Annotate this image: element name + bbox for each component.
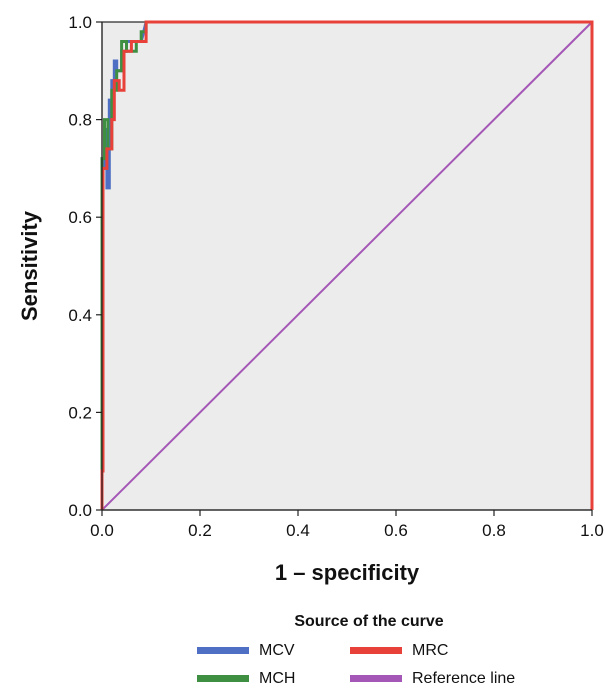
- x-tick-label: 0.2: [188, 521, 212, 540]
- axes-group: [101, 22, 592, 511]
- y-tick-label: 0.6: [68, 208, 92, 227]
- y-tick-label: 0.0: [68, 501, 92, 520]
- legend-label-mch: MCH: [259, 670, 295, 687]
- legend-title: Source of the curve: [294, 613, 443, 630]
- y-axis-title: Sensitivity: [17, 210, 42, 321]
- legend-swatch-mch: [197, 675, 249, 682]
- series-line-reference-line: [101, 21, 593, 511]
- series-line-mrc: [100, 20, 594, 510]
- x-tick-label: 0.8: [482, 521, 506, 540]
- legend-label-mcv: MCV: [259, 642, 295, 659]
- x-tick-label: 0.4: [286, 521, 310, 540]
- x-tick-label: 0.6: [384, 521, 408, 540]
- legend-swatch-reference-line: [350, 675, 402, 682]
- legend-label-reference-line: Reference line: [412, 670, 515, 687]
- legend-swatch-mrc: [350, 647, 402, 654]
- legend-label-mrc: MRC: [412, 642, 448, 659]
- x-ticks: 0.0 0.2 0.4 0.6 0.8 1.0: [90, 510, 604, 540]
- x-tick-label: 0.0: [90, 521, 114, 540]
- y-ticks: 0.0 0.2 0.4 0.6 0.8 1.0: [68, 13, 102, 520]
- series-group: [100, 20, 594, 511]
- legend-swatch-mcv: [197, 647, 249, 654]
- y-tick-label: 0.4: [68, 306, 92, 325]
- y-tick-label: 1.0: [68, 13, 92, 32]
- legend: MCV MCH MRC Reference line: [197, 642, 515, 687]
- x-axis-title: 1 – specificity: [275, 560, 420, 585]
- y-tick-label: 0.8: [68, 111, 92, 130]
- y-tick-label: 0.2: [68, 403, 92, 422]
- series-line-mch: [100, 20, 592, 510]
- x-tick-label: 1.0: [580, 521, 604, 540]
